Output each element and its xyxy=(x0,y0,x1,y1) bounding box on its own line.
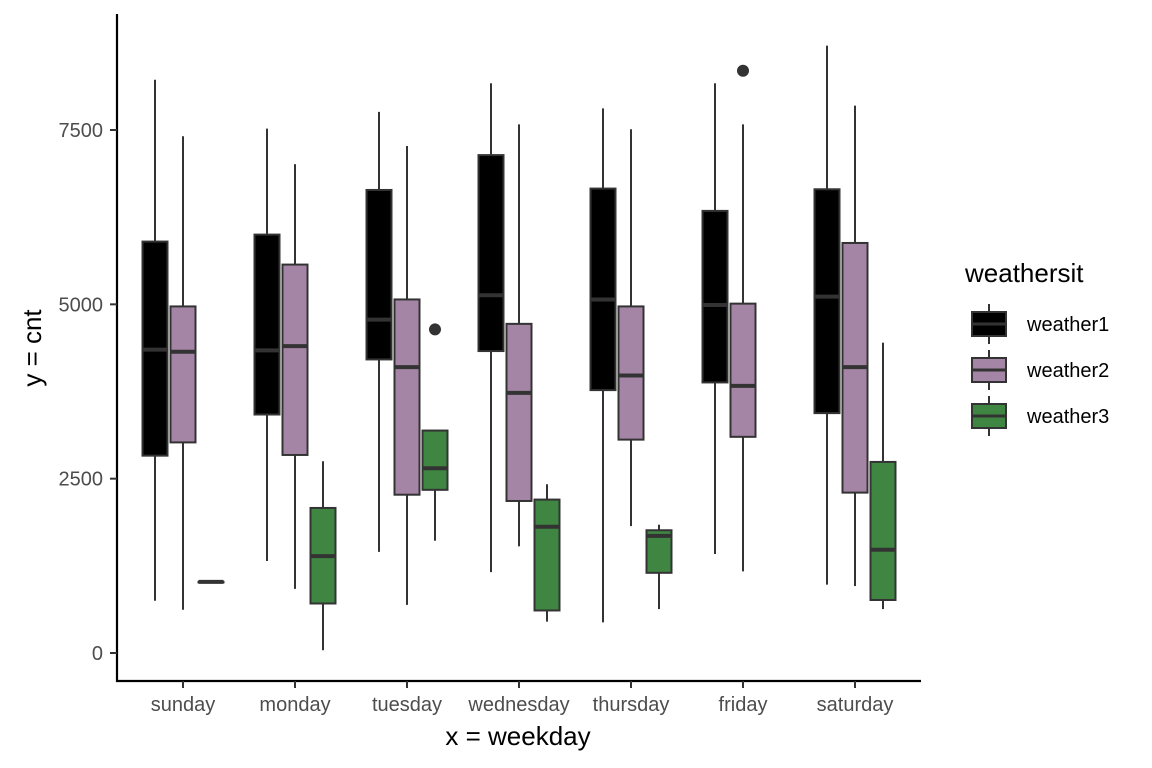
box-iqr xyxy=(169,305,197,444)
box-weather1-sunday xyxy=(141,79,169,601)
x-tick-label: monday xyxy=(259,694,330,716)
y-tick-label: 0 xyxy=(92,643,103,665)
box-weather3-thursday xyxy=(645,524,673,610)
box-weather1-saturday xyxy=(813,45,841,585)
box-iqr xyxy=(253,233,281,416)
box-weather1-wednesday xyxy=(477,83,505,573)
box-iqr xyxy=(729,302,757,438)
box-weather3-wednesday xyxy=(533,484,561,622)
legend-title: weathersit xyxy=(964,258,1084,288)
legend-label: weather3 xyxy=(1026,406,1109,428)
plot-area xyxy=(141,45,897,651)
box-iqr xyxy=(533,498,561,612)
x-tick-label: friday xyxy=(719,694,768,716)
box-iqr xyxy=(617,305,645,441)
y-tick-label: 7500 xyxy=(59,120,104,142)
box-weather2-monday xyxy=(281,164,309,589)
box-iqr xyxy=(505,322,533,502)
x-tick-label: thursday xyxy=(593,694,670,716)
x-tick-label: tuesday xyxy=(372,694,442,716)
x-tick-label: sunday xyxy=(151,694,216,716)
box-weather3-sunday xyxy=(197,579,225,584)
legend-item-weather2: weather2 xyxy=(971,350,1109,390)
box-weather2-sunday xyxy=(169,136,197,610)
box-weather2-tuesday xyxy=(393,146,421,605)
box-weather1-tuesday xyxy=(365,111,393,552)
box-iqr xyxy=(365,188,393,361)
legend-label: weather2 xyxy=(1026,360,1109,382)
box-weather1-friday xyxy=(701,83,729,554)
box-weather2-thursday xyxy=(617,129,645,527)
box-weather1-thursday xyxy=(589,108,617,623)
y-tick-label: 2500 xyxy=(59,469,104,491)
box-iqr xyxy=(281,263,309,456)
axes: 0 2500 5000 7500 sunday monday tuesday wednesda… xyxy=(59,14,921,716)
box-weather3-saturday xyxy=(869,342,897,610)
y-tick-label: 5000 xyxy=(59,294,104,316)
box-weather2-friday xyxy=(729,64,757,572)
box-iqr xyxy=(701,209,729,384)
box-iqr xyxy=(477,154,505,353)
legend-item-weather3: weather3 xyxy=(971,396,1109,436)
legend: weathersit weather1 weather2 weather3 xyxy=(964,258,1109,436)
box-weather2-wednesday xyxy=(505,124,533,547)
legend-item-weather1: weather1 xyxy=(971,304,1109,344)
box-iqr xyxy=(393,298,421,496)
box-iqr xyxy=(869,460,897,602)
box-weather3-tuesday xyxy=(421,323,449,541)
box-weather1-monday xyxy=(253,128,281,561)
outlier-point xyxy=(737,64,749,77)
y-axis-title: y = cnt xyxy=(17,309,47,387)
legend-label: weather1 xyxy=(1026,314,1109,336)
box-weather3-monday xyxy=(309,461,337,651)
x-axis-title: x = weekday xyxy=(445,721,590,751)
box-iqr xyxy=(589,187,617,392)
box-weather2-saturday xyxy=(841,105,869,587)
box-iqr xyxy=(421,429,449,491)
outlier-point xyxy=(429,323,441,336)
x-tick-label: wednesday xyxy=(467,694,569,716)
x-tick-label: saturday xyxy=(817,694,894,716)
box-iqr xyxy=(813,188,841,415)
